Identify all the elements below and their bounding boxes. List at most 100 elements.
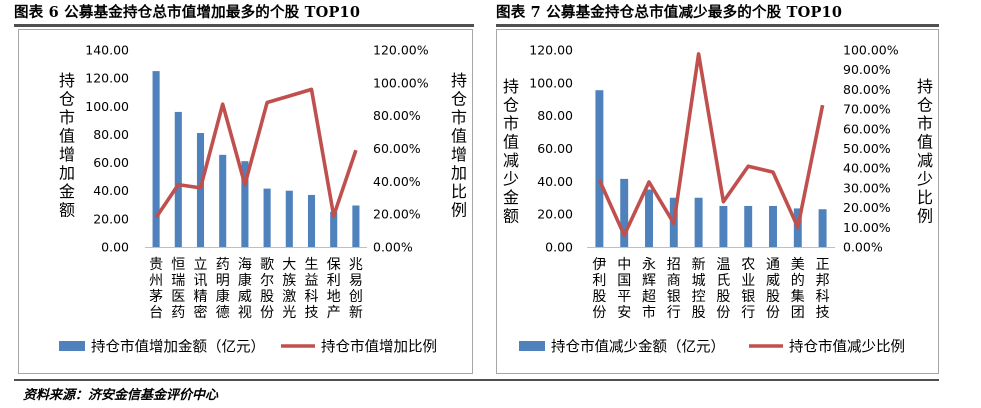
left-y2-axis-title-char: 持: [451, 71, 467, 90]
right-x-tick-char: 中: [617, 257, 631, 273]
left-y-axis-title-char: 额: [59, 201, 75, 220]
chart-panel-right: 0.00 20.00 40.00 60.00 80.00 100.00 120.00 0.00…: [496, 29, 939, 374]
left-x-tick-char: 海: [238, 257, 252, 273]
left-y2-tick-label: 100.00%: [373, 75, 429, 90]
left-x-tick-char: 茅: [149, 289, 163, 305]
right-y2-tick-label: 50.00%: [843, 141, 891, 156]
left-x-tick-char: 药: [216, 257, 230, 273]
right-bar-1: [595, 90, 604, 248]
left-y2-axis-title-char: 仓: [451, 90, 467, 109]
left-x-tick-char: 新: [349, 305, 363, 321]
left-y-axis-title: 持仓市值增加金额: [59, 71, 75, 220]
right-bar-7: [744, 205, 753, 247]
right-x-tick-char: 的: [791, 273, 805, 289]
left-x-tick-char: 恒: [171, 257, 185, 273]
right-x-tick-char: 行: [667, 305, 681, 321]
left-x-tick-char: 利: [327, 273, 341, 289]
right-x-tick-char: 股: [766, 289, 780, 305]
right-x-tick-char: 股: [716, 289, 730, 305]
right-x-tick-char: 集: [791, 288, 805, 305]
right-y-axis-title-char: 持: [503, 77, 519, 96]
left-x-tick-char: 技: [305, 305, 319, 321]
left-y-axis-title-char: 持: [59, 71, 75, 90]
left-legend-bar-label: 持仓市值增加金额（亿元）: [91, 339, 265, 356]
left-x-tick-char: 益: [305, 273, 319, 289]
source-note: 资料来源：济安金信基金评价中心: [23, 388, 219, 403]
right-x-tick-char: 团: [791, 305, 805, 321]
left-x-tick-char: 保: [327, 257, 341, 273]
left-ratio-line: [154, 87, 358, 219]
right-y2-tick-label: 10.00%: [843, 220, 891, 235]
right-y-tick-label: 120.00: [529, 43, 573, 58]
left-x-tick-char: 明: [216, 273, 230, 289]
right-x-tick-char: 通: [766, 257, 780, 273]
left-y-tick-label: 100.00: [85, 99, 129, 114]
right-x-tick-char: 业: [741, 273, 755, 289]
right-bar-5: [694, 197, 703, 247]
left-bar-5: [241, 161, 249, 247]
right-x-tick-char: 科: [816, 289, 830, 305]
right-y2-axis-title-char: 仓: [917, 96, 933, 115]
left-x-tick-char: 瑞: [171, 273, 185, 289]
left-bar-4: [219, 154, 227, 247]
left-x-tick-char: 科: [305, 289, 319, 305]
left-x-tick-char: 州: [149, 273, 163, 289]
left-x-tick-char: 医: [171, 289, 185, 305]
left-x-tick-char: 密: [194, 304, 208, 321]
right-y2-tick-label: 30.00%: [843, 180, 891, 195]
left-x-tick-char: 精: [194, 289, 208, 305]
right-x-tick-char: 控: [692, 289, 706, 305]
right-y2-tick-label: 40.00%: [843, 161, 891, 176]
right-legend-line-label: 持仓市值减少比例: [789, 339, 905, 356]
right-x-tick-char: 温: [716, 257, 730, 273]
right-bar-8: [769, 205, 777, 247]
left-bar-2: [174, 111, 182, 248]
left-y-axis-title-char: 仓: [59, 90, 75, 109]
left-x-tick-char: 康: [216, 288, 230, 305]
left-y2-tick-label: 40.00%: [373, 174, 421, 189]
right-x-tick-char: 银: [741, 289, 755, 305]
right-y2-axis-title: 持仓市值减少比例: [917, 77, 933, 226]
right-y2-axis-title-char: 值: [917, 133, 933, 152]
left-x-tick-char: 贵: [149, 257, 163, 273]
left-x-tick-char: 激: [282, 288, 296, 305]
right-y-axis-title-char: 减: [503, 151, 519, 170]
right-x-tick-char: 行: [741, 305, 755, 321]
right-x-tick-char: 安: [617, 305, 631, 321]
right-x-tick-char: 邦: [816, 273, 830, 289]
right-y2-tick-label: 100.00%: [843, 43, 899, 58]
right-bar-10: [818, 209, 827, 247]
left-x-tick-char: 光: [282, 305, 296, 321]
right-y2-axis-title-char: 例: [917, 207, 933, 226]
left-y-axis-title-char: 值: [59, 127, 75, 146]
figure-right-title: 图表 7 公募基金持仓总市值减少最多的个股 TOP10: [496, 4, 843, 21]
left-x-tick-char: 地: [327, 289, 341, 305]
left-bar-10: [352, 205, 360, 247]
right-x-tick-char: 氏: [716, 273, 730, 289]
left-y2-axis-title-char: 市: [451, 108, 467, 127]
right-y2-tick-label: 70.00%: [843, 102, 891, 117]
right-x-tick-char: 技: [816, 305, 830, 321]
right-y2-tick-label: 60.00%: [843, 121, 891, 136]
right-x-tick-char: 超: [642, 289, 656, 305]
right-x-tick-char: 股: [592, 289, 606, 305]
right-bar-3: [645, 189, 653, 247]
figure-left-title: 图表 6 公募基金持仓总市值增加最多的个股 TOP10: [14, 4, 361, 21]
right-x-tick-char: 招: [667, 257, 681, 273]
left-y2-axis-title-char: 加: [451, 164, 467, 183]
right-x-tick-char: 份: [592, 305, 606, 321]
right-y-axis-title-char: 仓: [503, 96, 519, 115]
left-x-tick-char: 易: [349, 273, 363, 289]
title-rule-left: [14, 24, 474, 27]
right-y2-tick-label: 20.00%: [843, 200, 891, 215]
right-y-axis-title-char: 市: [503, 114, 519, 133]
right-x-tick-char: 份: [766, 305, 780, 321]
